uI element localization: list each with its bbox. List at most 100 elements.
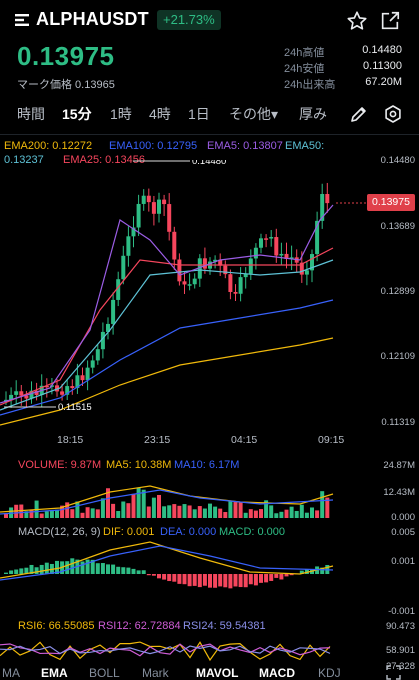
ema50-value: 0.13237 — [4, 154, 44, 166]
tab-1d[interactable]: 1日 — [188, 106, 210, 122]
volume-bar — [253, 510, 258, 518]
ema25-line — [0, 247, 334, 406]
indicator-tab-ma[interactable]: MA — [2, 666, 20, 680]
change-badge: +21.73% — [157, 10, 221, 30]
macd-bar — [29, 564, 34, 574]
y-label: 12.43M — [383, 487, 415, 498]
volume-bar — [39, 513, 44, 518]
rsi12-line — [0, 643, 331, 657]
volume-bar — [151, 497, 156, 518]
macd-chart — [0, 541, 334, 589]
volume-bar — [80, 512, 85, 518]
y-label: 0.12899 — [380, 286, 415, 297]
gear-icon[interactable] — [383, 104, 403, 124]
candle-body — [121, 255, 126, 280]
volume-bar — [29, 509, 34, 518]
candle-body — [279, 253, 284, 256]
stat-low-label: 24h安値 — [284, 63, 325, 75]
volume-bar — [310, 507, 314, 518]
macd-bar — [100, 563, 105, 574]
stat-volume-label: 24h出来高 — [284, 79, 336, 91]
tab-15m[interactable]: 15分 — [62, 106, 92, 122]
tab-1h[interactable]: 1時 — [110, 106, 132, 122]
candle-body — [172, 231, 177, 260]
star-icon[interactable] — [346, 10, 368, 32]
ema200-legend: EMA200: 0.12272 — [4, 140, 93, 152]
candle-body — [289, 257, 294, 259]
candle-body — [218, 259, 223, 266]
volume-bar — [4, 513, 8, 518]
indicator-tab-macd[interactable]: MACD — [259, 666, 295, 680]
volume-bar — [167, 505, 172, 518]
macd-bar — [197, 574, 202, 588]
current-price-line — [336, 202, 366, 204]
ema50-line — [0, 259, 334, 411]
indicator-tab-ema[interactable]: EMA — [41, 666, 68, 680]
candle-body — [223, 265, 228, 275]
volume-bar — [44, 511, 49, 518]
volume-bar — [299, 504, 304, 518]
volume-bar — [248, 509, 253, 518]
share-icon[interactable] — [379, 10, 401, 32]
volume-bar — [264, 500, 269, 518]
volume-bar — [136, 487, 141, 518]
macd-bar — [131, 568, 136, 574]
volume-bar — [289, 506, 294, 518]
dif-line — [0, 541, 334, 579]
candle-body — [320, 194, 325, 221]
stat-volume-value: 67.20M — [365, 76, 402, 88]
tab-4h[interactable]: 4時 — [149, 106, 171, 122]
indicator-tab-kdj[interactable]: KDJ — [318, 666, 341, 680]
volume-bar — [162, 506, 167, 518]
indicator-tab-mavol[interactable]: MAVOL — [196, 666, 239, 680]
ema5-line — [0, 204, 334, 404]
volume-bar — [106, 488, 110, 518]
tab-time[interactable]: 時間 — [17, 106, 45, 122]
candle-body — [197, 258, 202, 279]
pencil-icon[interactable] — [349, 104, 369, 124]
volume-bar — [65, 502, 70, 518]
volume-chart — [0, 485, 334, 518]
fullscreen-icon[interactable] — [386, 665, 401, 680]
candle-body — [106, 323, 110, 332]
candle-body — [131, 227, 136, 237]
indicator-tab-mark[interactable]: Mark — [142, 666, 169, 680]
rsi24-legend: RSI24: 59.54381 — [183, 620, 266, 632]
menu-list-icon[interactable] — [14, 12, 30, 28]
candle-body — [310, 254, 314, 271]
macd-bar — [228, 574, 233, 589]
tab-depth[interactable]: 厚み — [299, 106, 327, 122]
macd-bar — [202, 574, 207, 586]
tab-more[interactable]: その他▾ — [229, 106, 279, 122]
volume-bar — [294, 510, 299, 518]
pair-name[interactable]: ALPHAUSDT — [36, 9, 149, 29]
candle-body — [100, 331, 105, 350]
macd-bar — [182, 574, 187, 585]
macd-bar — [172, 574, 177, 582]
candle-body — [80, 375, 85, 381]
x-label: 18:15 — [57, 434, 84, 446]
macd-bar — [177, 574, 182, 584]
candle-body — [192, 278, 197, 285]
stat-low-value: 0.11300 — [363, 60, 402, 72]
macd-bar — [187, 574, 192, 587]
macd-bar — [106, 564, 110, 574]
volume-bar — [182, 504, 187, 518]
macd-bar — [310, 569, 314, 574]
volume-ma10-line — [0, 489, 334, 515]
macd-bar — [253, 574, 258, 586]
candle-body — [19, 391, 24, 396]
candlestick-chart[interactable]: 0.14480 0.11515 — [0, 160, 365, 432]
y-label: 24.87M — [383, 460, 415, 471]
macd-bar — [269, 574, 274, 581]
macd-bar — [233, 574, 238, 587]
volume-bar — [238, 501, 243, 518]
indicator-tab-boll[interactable]: BOLL — [89, 666, 120, 680]
candle-body — [315, 220, 320, 255]
volume-bar — [172, 504, 177, 518]
macd-bar — [243, 574, 248, 588]
volume-bar — [259, 509, 263, 518]
macd-bar — [95, 563, 100, 574]
low-marker-label: 0.11515 — [58, 402, 92, 413]
volume-bar — [197, 506, 202, 518]
